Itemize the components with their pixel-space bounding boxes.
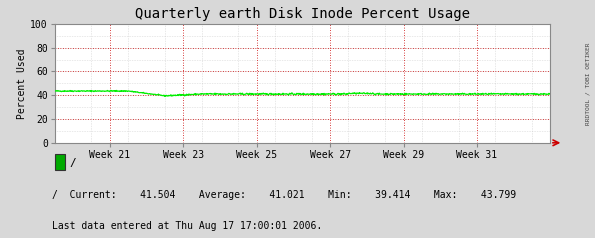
Title: Quarterly earth Disk Inode Percent Usage: Quarterly earth Disk Inode Percent Usage — [135, 7, 470, 21]
Text: /  Current:    41.504    Average:    41.021    Min:    39.414    Max:    43.799: / Current: 41.504 Average: 41.021 Min: 3… — [52, 190, 516, 200]
Text: RRDTOOL / TOBI OETIKER: RRDTOOL / TOBI OETIKER — [586, 42, 591, 124]
Text: Last data entered at Thu Aug 17 17:00:01 2006.: Last data entered at Thu Aug 17 17:00:01… — [52, 221, 322, 231]
Y-axis label: Percent Used: Percent Used — [17, 48, 27, 119]
Text: /: / — [70, 158, 76, 168]
